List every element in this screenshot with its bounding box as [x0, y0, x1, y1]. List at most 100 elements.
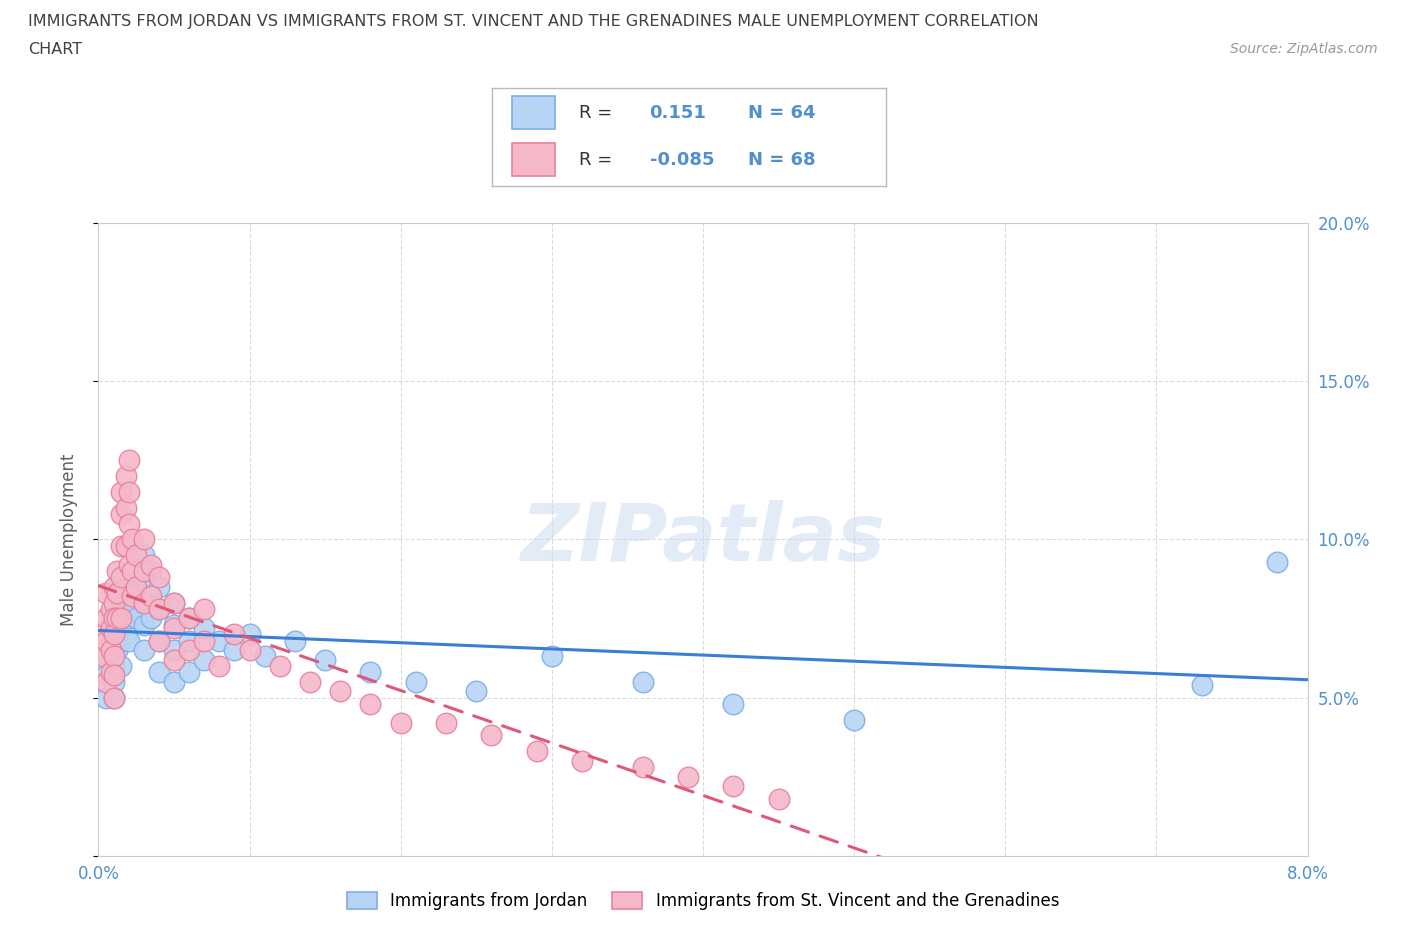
Point	[110, 658, 132, 673]
Point	[114, 627, 136, 642]
Point	[103, 690, 125, 705]
Point	[179, 665, 201, 680]
Point	[103, 690, 125, 705]
Point	[163, 643, 186, 658]
Point	[114, 538, 136, 553]
Point	[100, 643, 122, 658]
Bar	[512, 96, 555, 129]
Point	[94, 649, 117, 664]
Point	[121, 595, 143, 610]
Point	[103, 668, 125, 683]
Point	[148, 633, 170, 648]
Y-axis label: Male Unemployment: Male Unemployment	[59, 453, 77, 626]
Point	[132, 643, 155, 658]
Point	[163, 674, 186, 689]
Point	[103, 579, 125, 594]
Point	[541, 649, 564, 664]
Point	[163, 595, 186, 610]
Point	[179, 611, 201, 626]
Point	[208, 633, 231, 648]
Point	[389, 715, 412, 730]
Point	[114, 602, 136, 617]
Point	[163, 595, 186, 610]
Point	[110, 485, 132, 499]
Point	[163, 652, 186, 667]
Point	[141, 611, 163, 626]
Point	[103, 611, 125, 626]
Point	[148, 579, 170, 594]
Point	[121, 564, 143, 578]
Point	[132, 595, 155, 610]
Point	[94, 674, 117, 689]
Point	[148, 570, 170, 585]
Text: IMMIGRANTS FROM JORDAN VS IMMIGRANTS FROM ST. VINCENT AND THE GRENADINES MALE UN: IMMIGRANTS FROM JORDAN VS IMMIGRANTS FRO…	[28, 14, 1039, 29]
Text: R =: R =	[579, 151, 617, 168]
Point	[121, 532, 143, 547]
Point	[141, 589, 163, 604]
Point	[110, 507, 132, 522]
Point	[110, 633, 132, 648]
Point	[148, 602, 170, 617]
Point	[118, 633, 141, 648]
Point	[193, 652, 215, 667]
Point	[163, 618, 186, 632]
Point	[360, 665, 382, 680]
Point	[110, 611, 132, 626]
Point	[118, 453, 141, 468]
Point	[94, 690, 117, 705]
Point	[94, 668, 117, 683]
Point	[224, 643, 246, 658]
Point	[239, 627, 262, 642]
Point	[141, 564, 163, 578]
Point	[118, 485, 141, 499]
Point	[132, 548, 155, 563]
Point	[125, 557, 148, 572]
Point	[723, 697, 745, 711]
Point	[405, 674, 427, 689]
Point	[110, 538, 132, 553]
Point	[103, 658, 125, 673]
Point	[132, 532, 155, 547]
Point	[118, 516, 141, 531]
Point	[100, 620, 122, 635]
Point	[193, 633, 215, 648]
Point	[179, 633, 201, 648]
Point	[253, 649, 276, 664]
Point	[105, 564, 128, 578]
Point	[118, 611, 141, 626]
Text: Source: ZipAtlas.com: Source: ZipAtlas.com	[1230, 42, 1378, 56]
Text: CHART: CHART	[28, 42, 82, 57]
Point	[103, 643, 125, 658]
Point	[94, 611, 117, 626]
Point	[100, 665, 122, 680]
Text: ZIPatlas: ZIPatlas	[520, 500, 886, 578]
Point	[118, 589, 141, 604]
Point	[100, 620, 122, 635]
Point	[314, 652, 336, 667]
Point	[571, 753, 593, 768]
Text: R =: R =	[579, 104, 617, 122]
Point	[110, 595, 132, 610]
Point	[284, 633, 307, 648]
Point	[631, 674, 654, 689]
Point	[103, 674, 125, 689]
Point	[526, 744, 548, 759]
Point	[163, 620, 186, 635]
Bar	[512, 143, 555, 177]
Point	[148, 665, 170, 680]
Point	[110, 570, 132, 585]
Text: -0.085: -0.085	[650, 151, 714, 168]
Point	[239, 643, 262, 658]
Point	[179, 611, 201, 626]
Point	[768, 791, 790, 806]
Point	[114, 579, 136, 594]
Point	[118, 557, 141, 572]
Point	[1191, 677, 1213, 692]
Point	[105, 611, 128, 626]
Text: N = 68: N = 68	[748, 151, 815, 168]
Point	[118, 570, 141, 585]
Point	[132, 564, 155, 578]
Point	[100, 643, 122, 658]
Text: N = 64: N = 64	[748, 104, 815, 122]
Point	[844, 712, 866, 727]
